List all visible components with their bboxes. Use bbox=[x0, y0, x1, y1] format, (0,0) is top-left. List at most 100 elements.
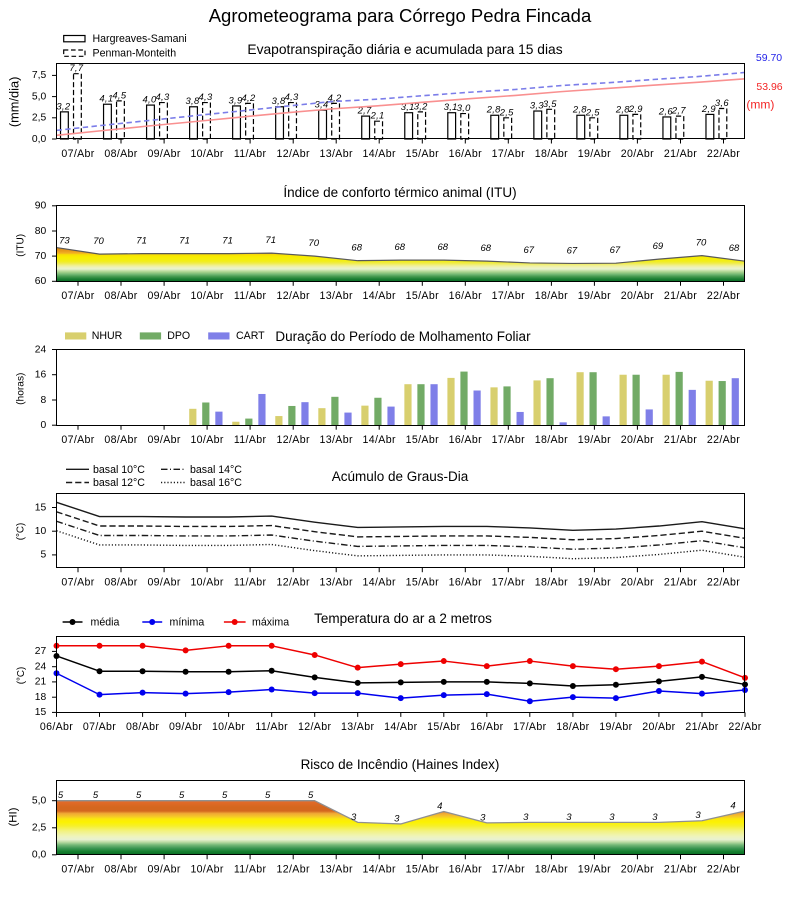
svg-text:3,9: 3,9 bbox=[229, 94, 243, 105]
svg-text:19/Abr: 19/Abr bbox=[578, 864, 611, 876]
svg-text:59.70: 59.70 bbox=[756, 52, 782, 64]
svg-text:18/Abr: 18/Abr bbox=[535, 434, 568, 446]
svg-text:15/Abr: 15/Abr bbox=[406, 290, 439, 302]
svg-text:CART: CART bbox=[236, 330, 265, 342]
svg-text:3: 3 bbox=[523, 812, 529, 823]
svg-text:4,5: 4,5 bbox=[112, 89, 126, 100]
svg-text:4: 4 bbox=[730, 801, 735, 812]
svg-text:2,8: 2,8 bbox=[615, 104, 630, 115]
svg-text:3,2: 3,2 bbox=[56, 100, 70, 111]
svg-text:19/Abr: 19/Abr bbox=[599, 721, 632, 733]
svg-text:4,3: 4,3 bbox=[285, 91, 299, 102]
svg-text:12/Abr: 12/Abr bbox=[277, 434, 310, 446]
svg-text:90: 90 bbox=[35, 201, 47, 212]
svg-text:11/Abr: 11/Abr bbox=[234, 434, 267, 446]
svg-text:20/Abr: 20/Abr bbox=[621, 434, 654, 446]
svg-text:22/Abr: 22/Abr bbox=[707, 148, 740, 160]
svg-text:4,2: 4,2 bbox=[328, 92, 342, 103]
svg-text:2,5: 2,5 bbox=[32, 823, 47, 834]
svg-text:08/Abr: 08/Abr bbox=[104, 148, 137, 160]
svg-text:21/Abr: 21/Abr bbox=[664, 576, 697, 588]
svg-text:08/Abr: 08/Abr bbox=[104, 864, 137, 876]
svg-text:Temperatura do ar a 2 metros: Temperatura do ar a 2 metros bbox=[314, 611, 492, 626]
svg-text:16/Abr: 16/Abr bbox=[449, 576, 482, 588]
svg-text:14/Abr: 14/Abr bbox=[384, 721, 417, 733]
svg-text:5: 5 bbox=[308, 790, 314, 801]
svg-text:3,5: 3,5 bbox=[543, 98, 557, 109]
svg-text:Duração do Período de Molhamen: Duração do Período de Molhamento Foliar bbox=[275, 329, 531, 344]
svg-text:67: 67 bbox=[524, 245, 535, 256]
svg-text:2,7: 2,7 bbox=[671, 105, 686, 116]
svg-text:2,1: 2,1 bbox=[370, 110, 385, 121]
svg-text:07/Abr: 07/Abr bbox=[61, 864, 94, 876]
svg-text:21: 21 bbox=[35, 677, 47, 688]
svg-text:4,1: 4,1 bbox=[99, 93, 113, 104]
svg-text:18/Abr: 18/Abr bbox=[535, 290, 568, 302]
svg-text:12/Abr: 12/Abr bbox=[277, 864, 310, 876]
svg-text:07/Abr: 07/Abr bbox=[83, 721, 116, 733]
svg-text:80: 80 bbox=[35, 226, 47, 237]
svg-text:Penman-Monteith: Penman-Monteith bbox=[93, 48, 177, 60]
svg-text:09/Abr: 09/Abr bbox=[147, 434, 180, 446]
svg-text:60: 60 bbox=[35, 276, 47, 287]
svg-text:10/Abr: 10/Abr bbox=[190, 434, 223, 446]
svg-text:09/Abr: 09/Abr bbox=[147, 576, 180, 588]
svg-text:68: 68 bbox=[438, 242, 449, 253]
svg-text:(HI): (HI) bbox=[8, 807, 20, 826]
svg-text:67: 67 bbox=[610, 245, 621, 256]
svg-text:2,8: 2,8 bbox=[572, 104, 587, 115]
svg-text:09/Abr: 09/Abr bbox=[147, 864, 180, 876]
svg-text:13/Abr: 13/Abr bbox=[320, 148, 353, 160]
svg-text:17/Abr: 17/Abr bbox=[492, 434, 525, 446]
svg-text:06/Abr: 06/Abr bbox=[40, 721, 73, 733]
svg-text:70: 70 bbox=[93, 236, 104, 247]
svg-text:21/Abr: 21/Abr bbox=[664, 434, 697, 446]
svg-text:2,9: 2,9 bbox=[628, 103, 643, 114]
svg-text:4: 4 bbox=[437, 801, 442, 812]
svg-text:15/Abr: 15/Abr bbox=[406, 576, 439, 588]
svg-text:10/Abr: 10/Abr bbox=[190, 864, 223, 876]
svg-text:basal 16°C: basal 16°C bbox=[190, 477, 242, 489]
svg-text:11/Abr: 11/Abr bbox=[255, 721, 288, 733]
svg-text:15/Abr: 15/Abr bbox=[406, 864, 439, 876]
svg-text:15: 15 bbox=[35, 502, 47, 513]
svg-text:3,0: 3,0 bbox=[457, 102, 471, 113]
svg-text:20/Abr: 20/Abr bbox=[621, 290, 654, 302]
svg-text:4,0: 4,0 bbox=[143, 94, 157, 105]
svg-text:71: 71 bbox=[222, 236, 233, 247]
svg-text:22/Abr: 22/Abr bbox=[707, 290, 740, 302]
svg-text:12/Abr: 12/Abr bbox=[298, 721, 331, 733]
svg-text:11/Abr: 11/Abr bbox=[234, 290, 267, 302]
svg-text:70: 70 bbox=[696, 238, 707, 249]
svg-text:19/Abr: 19/Abr bbox=[578, 434, 611, 446]
svg-text:5: 5 bbox=[136, 790, 142, 801]
svg-text:16: 16 bbox=[35, 370, 47, 381]
svg-text:71: 71 bbox=[265, 235, 276, 246]
svg-text:16/Abr: 16/Abr bbox=[449, 290, 482, 302]
svg-text:11/Abr: 11/Abr bbox=[234, 576, 267, 588]
svg-text:(mm): (mm) bbox=[746, 98, 774, 112]
svg-text:2,6: 2,6 bbox=[658, 105, 673, 116]
svg-text:5: 5 bbox=[222, 790, 228, 801]
svg-text:21/Abr: 21/Abr bbox=[664, 148, 697, 160]
svg-text:08/Abr: 08/Abr bbox=[126, 721, 159, 733]
svg-text:3,4: 3,4 bbox=[315, 99, 329, 110]
svg-text:média: média bbox=[91, 617, 120, 629]
svg-text:20/Abr: 20/Abr bbox=[621, 148, 654, 160]
svg-text:basal 12°C: basal 12°C bbox=[93, 477, 145, 489]
svg-text:08/Abr: 08/Abr bbox=[104, 434, 137, 446]
svg-text:17/Abr: 17/Abr bbox=[492, 148, 525, 160]
svg-text:69: 69 bbox=[653, 241, 664, 252]
svg-text:2,5: 2,5 bbox=[32, 113, 47, 124]
svg-text:Hargreaves-Samani: Hargreaves-Samani bbox=[93, 33, 187, 45]
svg-text:17/Abr: 17/Abr bbox=[492, 290, 525, 302]
svg-text:15/Abr: 15/Abr bbox=[427, 721, 460, 733]
svg-text:12/Abr: 12/Abr bbox=[277, 148, 310, 160]
svg-text:10/Abr: 10/Abr bbox=[212, 721, 245, 733]
svg-text:2,5: 2,5 bbox=[499, 106, 514, 117]
svg-text:2,7: 2,7 bbox=[357, 105, 372, 116]
svg-text:16/Abr: 16/Abr bbox=[449, 434, 482, 446]
svg-text:mínima: mínima bbox=[170, 617, 205, 629]
svg-text:20/Abr: 20/Abr bbox=[621, 576, 654, 588]
svg-text:22/Abr: 22/Abr bbox=[728, 721, 761, 733]
